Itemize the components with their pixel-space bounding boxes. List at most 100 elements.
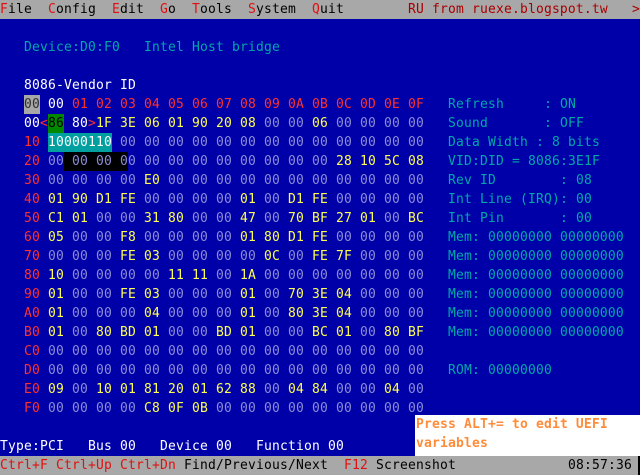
hex-byte[interactable]: 00 — [168, 249, 184, 264]
hex-byte[interactable]: 00 — [384, 211, 400, 226]
hex-byte[interactable]: 00 — [216, 249, 232, 264]
menu-file[interactable]: File — [0, 2, 32, 17]
hex-byte[interactable]: 80 — [264, 230, 280, 245]
hex-byte[interactable]: 00 — [312, 268, 328, 283]
hex-byte[interactable]: 00 — [408, 230, 424, 245]
hex-byte[interactable]: 00 — [216, 401, 232, 416]
hex-byte[interactable]: 00 — [384, 249, 400, 264]
hex-byte[interactable]: 00 — [96, 173, 112, 188]
hex-byte[interactable]: 00 — [336, 401, 352, 416]
hex-byte[interactable]: 00 — [312, 135, 328, 150]
hex-byte[interactable]: 00 — [240, 363, 256, 378]
hex-byte[interactable]: 00 — [216, 154, 232, 169]
hex-byte[interactable]: 00 — [144, 192, 160, 207]
hex-byte[interactable]: 00 — [192, 211, 208, 226]
hex-byte[interactable]: D1 — [288, 192, 304, 207]
hex-byte[interactable]: 00 — [336, 363, 352, 378]
hex-byte[interactable]: 00 — [360, 135, 376, 150]
hex-byte[interactable]: 00 — [72, 325, 88, 340]
hex-byte[interactable]: 90 — [72, 192, 88, 207]
hex-byte[interactable]: 80 — [288, 306, 304, 321]
hex-byte[interactable]: 00 — [192, 230, 208, 245]
hex-byte[interactable]: 00 — [216, 363, 232, 378]
hex-byte[interactable]: 00 — [72, 268, 88, 283]
hex-byte[interactable]: 00 — [408, 135, 424, 150]
hex-byte[interactable]: 04 — [288, 382, 304, 397]
hex-byte[interactable]: 10 — [48, 268, 64, 283]
hex-byte[interactable]: 00 — [72, 363, 88, 378]
hex-byte[interactable]: 01 — [240, 287, 256, 302]
hex-byte[interactable]: 0F — [168, 401, 184, 416]
hex-byte[interactable]: 04 — [336, 306, 352, 321]
hex-byte[interactable]: 80 — [96, 325, 112, 340]
hex-byte[interactable]: 00 — [240, 249, 256, 264]
hex-byte[interactable]: 28 — [336, 154, 352, 169]
hex-byte[interactable]: 00 — [288, 325, 304, 340]
hex-byte[interactable]: 00 — [168, 135, 184, 150]
hex-byte[interactable]: 00 — [336, 230, 352, 245]
hex-byte[interactable]: 00 — [240, 135, 256, 150]
hex-byte[interactable]: 27 — [336, 211, 352, 226]
hex-byte[interactable]: 00 — [264, 116, 280, 131]
hex-byte[interactable]: 00 — [336, 344, 352, 359]
hex-byte[interactable]: 00 — [168, 344, 184, 359]
hex-byte[interactable]: 00 — [216, 173, 232, 188]
hex-byte[interactable]: 00 — [120, 154, 136, 169]
menu-edit[interactable]: Edit — [112, 2, 144, 17]
hex-byte[interactable]: 00 — [312, 401, 328, 416]
hex-byte[interactable]: 00 — [288, 344, 304, 359]
hex-byte[interactable]: 3E — [120, 116, 136, 131]
hex-byte[interactable]: 00 — [72, 344, 88, 359]
location-device[interactable]: Device 00 — [160, 439, 232, 454]
hex-byte[interactable]: 00 — [360, 287, 376, 302]
hex-byte[interactable]: 01 — [336, 325, 352, 340]
hex-byte[interactable]: 00 — [192, 135, 208, 150]
hex-byte[interactable]: 00 — [264, 401, 280, 416]
hex-byte[interactable]: 00 — [192, 287, 208, 302]
hex-byte[interactable]: 00 — [360, 401, 376, 416]
hex-byte[interactable]: 00 — [384, 135, 400, 150]
hex-byte[interactable]: D1 — [288, 230, 304, 245]
hex-byte[interactable]: 3E — [312, 287, 328, 302]
hex-byte[interactable]: 00 — [264, 192, 280, 207]
hex-byte[interactable]: 00 — [48, 154, 64, 169]
hex-byte[interactable]: 00 — [72, 401, 88, 416]
hex-byte[interactable]: 00 — [312, 173, 328, 188]
hex-byte[interactable]: 00 — [192, 325, 208, 340]
hex-byte[interactable]: 00 — [384, 192, 400, 207]
hex-byte[interactable]: FE — [120, 287, 136, 302]
hex-byte[interactable]: 00 — [192, 249, 208, 264]
hex-byte[interactable]: 00 — [192, 344, 208, 359]
hex-corner-cursor[interactable]: 00 — [24, 95, 40, 114]
menu-more-arrow-icon[interactable]: > — [632, 2, 640, 17]
hex-byte[interactable]: 00 — [144, 230, 160, 245]
hex-byte[interactable]: 00 — [384, 306, 400, 321]
hex-byte[interactable]: 80 — [72, 116, 88, 131]
menu-system[interactable]: System — [248, 2, 296, 17]
hex-byte[interactable]: 00 — [240, 401, 256, 416]
hex-byte[interactable]: 70 — [288, 287, 304, 302]
hex-byte[interactable]: 1F — [96, 116, 112, 131]
hex-byte[interactable]: 01 — [360, 211, 376, 226]
hex-byte[interactable]: BD — [216, 325, 232, 340]
hex-byte[interactable]: 00 — [408, 363, 424, 378]
hex-byte[interactable]: 00 — [288, 116, 304, 131]
hex-byte[interactable]: 20 — [168, 382, 184, 397]
hex-byte[interactable]: 00 — [336, 268, 352, 283]
hex-byte[interactable]: 00 — [144, 154, 160, 169]
hex-byte[interactable]: 00 — [288, 173, 304, 188]
hex-byte[interactable]: 00 — [288, 249, 304, 264]
hex-byte[interactable]: 00 — [408, 173, 424, 188]
hex-byte[interactable]: 84 — [312, 382, 328, 397]
hex-byte[interactable]: 00 — [408, 382, 424, 397]
hex-byte[interactable]: 3E — [312, 306, 328, 321]
hex-byte[interactable]: 00 — [144, 268, 160, 283]
hex-byte[interactable]: 00 — [144, 363, 160, 378]
hex-byte[interactable]: D1 — [96, 192, 112, 207]
hex-byte[interactable]: 00 — [360, 230, 376, 245]
hex-byte[interactable]: 00 — [288, 363, 304, 378]
hex-byte[interactable]: 00 — [336, 382, 352, 397]
hex-byte[interactable]: 00 — [72, 173, 88, 188]
hex-byte[interactable]: 00 — [312, 154, 328, 169]
hex-byte[interactable]: 00 — [312, 363, 328, 378]
